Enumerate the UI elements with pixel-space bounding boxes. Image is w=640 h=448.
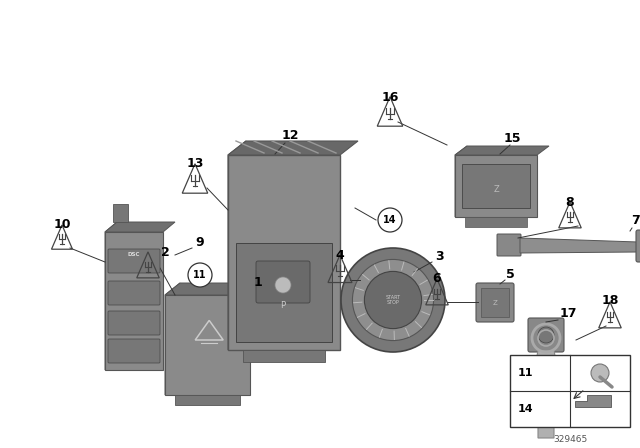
FancyBboxPatch shape — [510, 355, 630, 427]
FancyBboxPatch shape — [175, 395, 240, 405]
Text: P: P — [280, 301, 285, 310]
Text: 1: 1 — [253, 276, 262, 289]
FancyBboxPatch shape — [481, 288, 509, 317]
Text: 3: 3 — [436, 250, 444, 263]
Text: 12: 12 — [281, 129, 299, 142]
Text: 7: 7 — [630, 214, 639, 227]
Text: 8: 8 — [566, 195, 574, 208]
FancyBboxPatch shape — [528, 318, 564, 352]
Text: 13: 13 — [186, 156, 204, 169]
Text: 16: 16 — [381, 90, 399, 103]
FancyBboxPatch shape — [243, 350, 325, 362]
Text: 15: 15 — [503, 132, 521, 145]
FancyBboxPatch shape — [108, 249, 160, 273]
Text: 5: 5 — [506, 267, 515, 280]
Text: 329465: 329465 — [553, 435, 587, 444]
Polygon shape — [455, 146, 467, 217]
Polygon shape — [228, 141, 358, 155]
FancyBboxPatch shape — [113, 204, 128, 222]
Polygon shape — [575, 395, 611, 407]
Text: 18: 18 — [602, 293, 619, 306]
Text: 17: 17 — [559, 306, 577, 319]
Text: 9: 9 — [196, 236, 204, 249]
Circle shape — [353, 259, 433, 340]
Polygon shape — [455, 146, 549, 155]
FancyBboxPatch shape — [236, 243, 332, 342]
FancyBboxPatch shape — [256, 261, 310, 303]
Text: 14: 14 — [518, 404, 534, 414]
Circle shape — [364, 271, 422, 328]
Polygon shape — [165, 283, 180, 395]
Text: DSC: DSC — [128, 251, 140, 257]
FancyBboxPatch shape — [462, 164, 530, 208]
Circle shape — [378, 208, 402, 232]
Polygon shape — [105, 222, 117, 370]
FancyBboxPatch shape — [108, 281, 160, 305]
Polygon shape — [520, 238, 638, 253]
Circle shape — [188, 263, 212, 287]
FancyBboxPatch shape — [108, 311, 160, 335]
Text: Z: Z — [493, 185, 499, 194]
Text: 14: 14 — [383, 215, 397, 225]
Circle shape — [275, 277, 291, 293]
FancyBboxPatch shape — [228, 155, 340, 350]
Text: 10: 10 — [53, 217, 71, 231]
Polygon shape — [165, 283, 265, 295]
Text: 6: 6 — [433, 271, 442, 284]
Polygon shape — [105, 222, 175, 232]
Text: 11: 11 — [193, 270, 207, 280]
FancyBboxPatch shape — [476, 283, 514, 322]
FancyBboxPatch shape — [108, 339, 160, 363]
FancyBboxPatch shape — [636, 230, 640, 262]
Polygon shape — [534, 350, 558, 438]
Circle shape — [538, 327, 554, 343]
FancyBboxPatch shape — [165, 295, 250, 395]
FancyBboxPatch shape — [465, 217, 527, 227]
FancyBboxPatch shape — [497, 234, 521, 256]
Text: 11: 11 — [518, 368, 534, 378]
Circle shape — [591, 364, 609, 382]
Text: START
STOP: START STOP — [385, 295, 401, 306]
FancyBboxPatch shape — [455, 155, 537, 217]
Polygon shape — [228, 141, 246, 350]
Text: 4: 4 — [335, 249, 344, 262]
Text: Z: Z — [493, 300, 497, 306]
Text: 2: 2 — [161, 246, 170, 258]
FancyBboxPatch shape — [105, 232, 163, 370]
Circle shape — [341, 248, 445, 352]
